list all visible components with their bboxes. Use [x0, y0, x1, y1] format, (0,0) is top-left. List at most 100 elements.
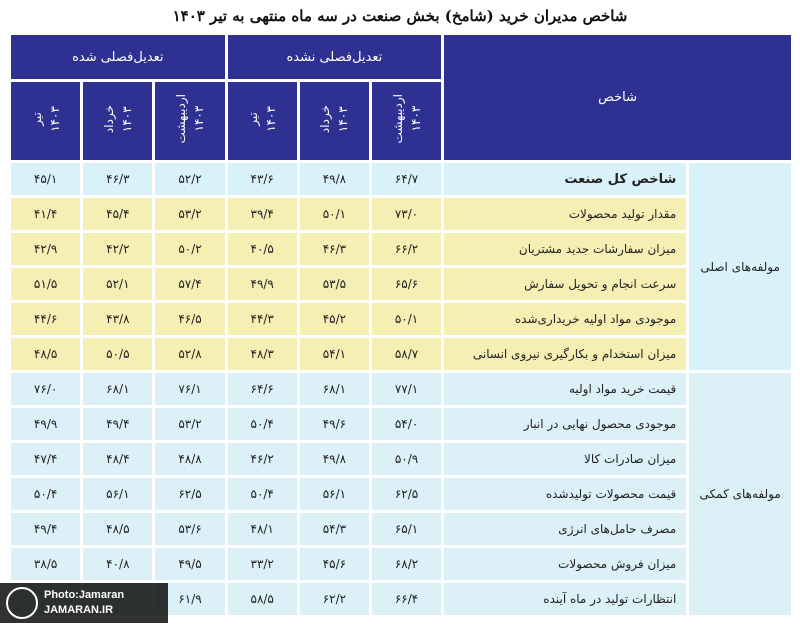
header-label: شاخص [444, 35, 791, 160]
cell: ۶۲/۵ [155, 478, 225, 510]
group-header: تعدیل‌فصلی نشده [227, 35, 442, 79]
cell: ۵۲/۱ [83, 268, 153, 300]
cell: ۶۲/۲ [299, 583, 369, 615]
cell: ۴۵/۴ [83, 198, 153, 230]
cell: ۴۵/۱ [11, 163, 81, 195]
cell: ۵۰/۵ [83, 338, 153, 370]
cell: ۵۴/۳ [299, 513, 369, 545]
cell: ۶۸/۱ [83, 373, 153, 405]
row-label: موجودی محصول نهایی در انبار [444, 408, 687, 440]
cell: ۷۶/۱ [155, 373, 225, 405]
cell: ۵۰/۹ [371, 443, 442, 475]
row-label: مقدار تولید محصولات [444, 198, 687, 230]
cell: ۷۷/۱ [371, 373, 442, 405]
cell: ۴۸/۸ [155, 443, 225, 475]
cell: ۶۴/۶ [227, 373, 297, 405]
cell: ۴۸/۵ [83, 513, 153, 545]
row: سرعت انجام و تحویل سفارش ۶۵/۶ ۵۳/۵ ۴۹/۹ ۵۷/۴… [11, 268, 791, 300]
cell: ۳۹/۴ [227, 198, 297, 230]
cell: ۴۰/۵ [227, 233, 297, 265]
cell: ۴۸/۵ [11, 338, 81, 370]
column-header: خرداد ۱۴۰۳ [83, 82, 153, 160]
column-header: اردیبهشت ۱۴۰۳ [155, 82, 225, 160]
cell: ۴۹/۴ [83, 408, 153, 440]
cell: ۴۹/۸ [299, 163, 369, 195]
cell: ۴۵/۶ [299, 548, 369, 580]
table: شاخص تعدیل‌فصلی نشده تعدیل‌فصلی شده اردیبهش… [8, 32, 794, 618]
year: ۱۴۰۳ [264, 106, 279, 132]
cell: ۴۹/۸ [299, 443, 369, 475]
year: ۱۴۰۳ [47, 106, 62, 132]
cell: ۶۶/۴ [371, 583, 442, 615]
row-label: میزان سفارشات جدید مشتریان [444, 233, 687, 265]
cell: ۴۴/۳ [227, 303, 297, 335]
row-label: موجودی مواد اولیه خریداری‌شده [444, 303, 687, 335]
cell: ۵۲/۸ [155, 338, 225, 370]
month: خرداد [318, 104, 333, 134]
cell: ۶۸/۲ [371, 548, 442, 580]
cell: ۳۸/۵ [11, 548, 81, 580]
row: میزان صادرات کالا ۵۰/۹ ۴۹/۸ ۴۶/۲ ۴۸/۸ ۴۸/۴ ۴۷/… [11, 443, 791, 475]
cell: ۶۴/۷ [371, 163, 442, 195]
cell: ۵۴/۰ [371, 408, 442, 440]
column-header: تیر ۱۴۰۳ [11, 82, 81, 160]
cell: ۵۳/۶ [155, 513, 225, 545]
month: اردیبهشت [390, 94, 405, 144]
row: مولفه‌های اصلی شاخص کل صنعت ۶۴/۷ ۴۹/۸ ۴۳/۶ ۵۲… [11, 163, 791, 370]
month: اردیبهشت [174, 94, 188, 144]
row: مقدار تولید محصولات ۷۳/۰ ۵۰/۱ ۳۹/۴ ۵۳/۲ ۴۵/۴ ۴… [11, 198, 791, 230]
row: مولفه‌های کمکی قیمت خرید مواد اولیه ۷۷/۱ ۶۸… [11, 373, 791, 615]
cell: ۴۴/۶ [11, 303, 81, 335]
cell: ۵۳/۲ [155, 408, 225, 440]
logo [6, 587, 38, 619]
cell: ۴۶/۵ [155, 303, 225, 335]
cell: ۵۴/۱ [299, 338, 369, 370]
cell: ۵۰/۴ [11, 478, 81, 510]
cell: ۶۸/۱ [299, 373, 369, 405]
row-label: میزان استخدام و بکارگیری نیروی انسانی [444, 338, 687, 370]
row-label: شاخص کل صنعت [444, 163, 687, 195]
month: تیر [246, 112, 261, 126]
cell: ۴۹/۹ [227, 268, 297, 300]
cell: ۵۲/۲ [155, 163, 225, 195]
watermark: Photo:Jamaran JAMARAN.IR [0, 583, 168, 623]
row: موجودی محصول نهایی در انبار ۵۴/۰ ۴۹/۶ ۵۰/۴ ۵… [11, 408, 791, 440]
header-row: شاخص تعدیل‌فصلی نشده تعدیل‌فصلی شده [11, 35, 791, 160]
column-title: تیر ۱۴۰۳ [244, 106, 280, 132]
row-label: انتظارات تولید در ماه آینده [444, 583, 687, 615]
month: خرداد [101, 104, 116, 134]
column-title: تیر ۱۴۰۳ [28, 106, 64, 132]
cell: ۴۸/۱ [227, 513, 297, 545]
cell: ۳۳/۲ [227, 548, 297, 580]
cell: ۵۳/۲ [155, 198, 225, 230]
cell: ۵۳/۵ [299, 268, 369, 300]
row-label: مصرف حامل‌های انرژی [444, 513, 687, 545]
row: میزان سفارشات جدید مشتریان ۶۶/۲ ۴۶/۳ ۴۰/۵ ۵۰… [11, 233, 791, 265]
column-header: تیر ۱۴۰۳ [227, 82, 297, 160]
section-label: مولفه‌های کمکی [689, 373, 791, 615]
cell: ۵۸/۵ [227, 583, 297, 615]
cell: ۴۸/۴ [83, 443, 153, 475]
row: میزان استخدام و بکارگیری نیروی انسانی ۵۸/… [11, 338, 791, 370]
cell: ۶۵/۶ [371, 268, 442, 300]
cell: ۵۸/۷ [371, 338, 442, 370]
cell: ۴۹/۴ [11, 513, 81, 545]
cell: ۴۲/۲ [83, 233, 153, 265]
row-label: قیمت محصولات تولیدشده [444, 478, 687, 510]
cell: ۴۵/۲ [299, 303, 369, 335]
row-label: قیمت خرید مواد اولیه [444, 373, 687, 405]
title: شاخص مدیران خرید (شامخ) بخش صنعت در سه م… [172, 7, 628, 25]
column-header: اردیبهشت ۱۴۰۳ [371, 82, 442, 160]
year: ۱۴۰۳ [192, 106, 206, 132]
cell: ۴۱/۴ [11, 198, 81, 230]
row: مصرف حامل‌های انرژی ۶۵/۱ ۵۴/۳ ۴۸/۱ ۵۳/۶ ۴۸/۵ ۴… [11, 513, 791, 545]
cell: ۴۹/۹ [11, 408, 81, 440]
watermark-site: JAMARAN.IR [44, 604, 114, 616]
month: تیر [29, 112, 44, 126]
header-row: اردیبهشت ۱۴۰۳ خرداد ۱۴۰۳ تیر ۱۴۰۳ اردیبهشت ۱۴۰۳… [11, 82, 791, 160]
cell: ۶۵/۱ [371, 513, 442, 545]
cell: ۵۷/۴ [155, 268, 225, 300]
section-label: مولفه‌های اصلی [689, 163, 791, 370]
cell: ۷۳/۰ [371, 198, 442, 230]
